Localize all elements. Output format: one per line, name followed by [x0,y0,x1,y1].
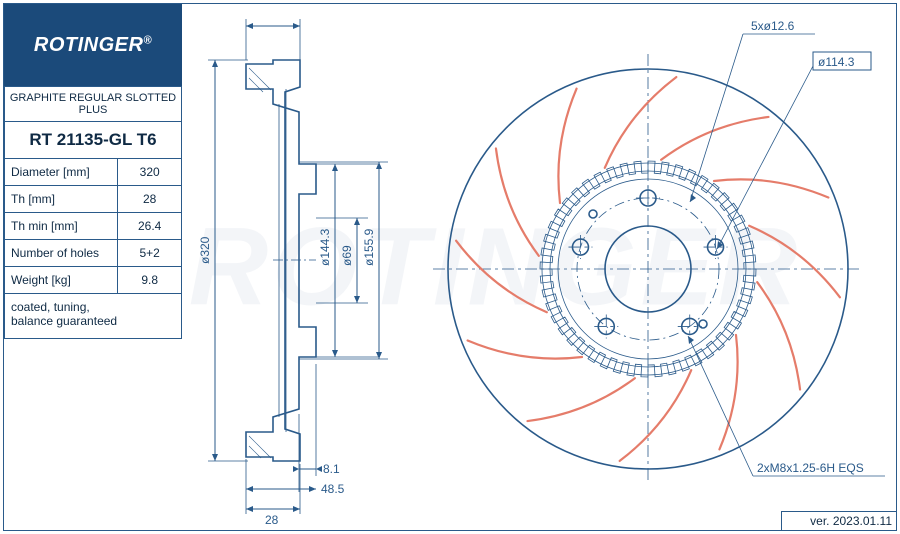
front-face [433,54,863,484]
table-row: Th [mm]28 [5,186,182,213]
spec-val: 320 [118,159,182,186]
spec-key: Weight [kg] [5,267,118,294]
logo-reg: ® [143,34,152,46]
callout-pcd: ø114.3 [818,55,855,69]
table-row: Th min [mm]26.4 [5,213,182,240]
spec-val: 5+2 [118,240,182,267]
table-row: Number of holes5+2 [5,240,182,267]
dim-inner1: ø144.3 [318,228,332,266]
version-label: ver. 2023.01.11 [810,514,892,528]
spec-title: GRAPHITE REGULAR SLOTTED PLUS [5,87,182,122]
thread-hole [589,210,597,218]
slot [714,179,828,197]
slot [456,241,547,313]
spec-note: coated, tuning, balance guaranteed [5,294,182,339]
spec-key: Number of holes [5,240,118,267]
callout-thread: 2xM8x1.25-6H EQS [757,461,864,475]
slot [605,77,677,168]
logo-panel: ROTINGER® [4,4,182,86]
slot [528,378,635,421]
dim-thickness: 28 [265,513,279,527]
spec-table: GRAPHITE REGULAR SLOTTED PLUS RT 21135-G… [4,86,182,339]
callouts: 5xø12.6 ø114.3 2xM8x1.25-6H EQS [688,19,885,476]
dim-offset1: 8.1 [323,462,340,476]
table-row: Weight [kg]9.8 [5,267,182,294]
drawing-area: ø320 ø144.3 ø69 ø155.9 [183,4,896,530]
dim-offset2: 48.5 [321,482,345,496]
thread-hole [699,320,707,328]
spec-key: Diameter [mm] [5,159,118,186]
slot [620,370,692,461]
slot [749,226,840,298]
dim-outer-dia: ø320 [198,236,212,264]
spec-val: 28 [118,186,182,213]
slot [468,340,582,358]
side-profile: ø320 ø144.3 ø69 ø155.9 [198,19,388,527]
logo-brand: ROTINGER [34,34,144,56]
slot [757,282,800,389]
dim-inner2: ø69 [340,245,354,266]
slot [719,335,737,449]
spec-key: Th min [mm] [5,213,118,240]
table-row: Diameter [mm]320 [5,159,182,186]
spec-val: 9.8 [118,267,182,294]
slot [496,149,539,256]
spec-val: 26.4 [118,213,182,240]
dim-inner3: ø155.9 [362,228,376,266]
logo-text: ROTINGER® [34,34,152,57]
part-number: RT 21135-GL T6 [5,122,182,159]
technical-drawing-svg: ø320 ø144.3 ø69 ø155.9 [183,4,896,530]
spec-key: Th [mm] [5,186,118,213]
slot [558,89,576,203]
callout-bolt: 5xø12.6 [751,19,795,33]
